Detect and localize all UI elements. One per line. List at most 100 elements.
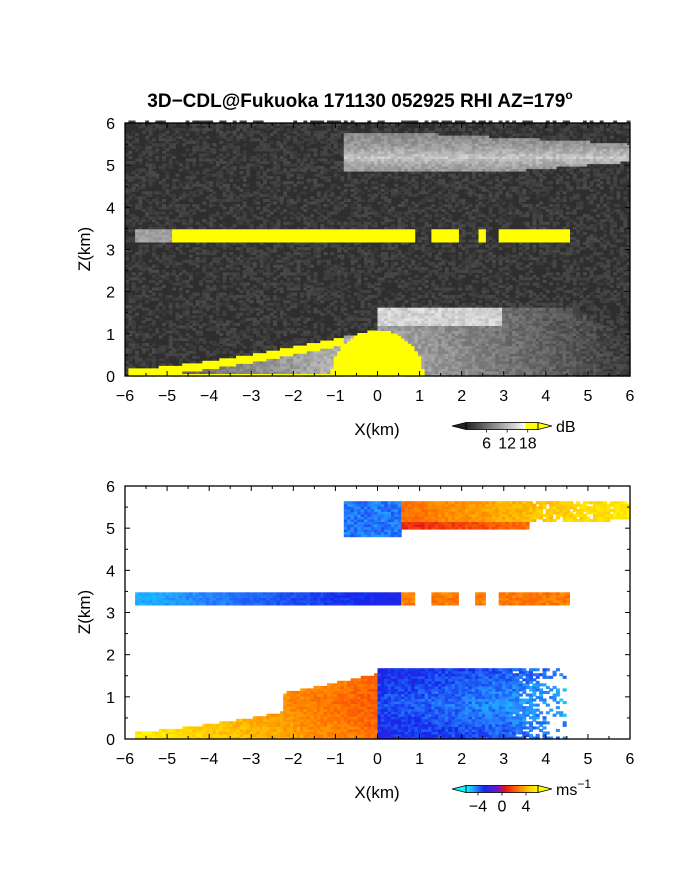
noise-cell <box>428 188 432 192</box>
noise-cell <box>367 244 372 248</box>
noise-cell <box>397 267 402 271</box>
noise-cell <box>151 363 156 367</box>
noise-cell <box>357 214 362 218</box>
noise-cell <box>424 206 429 210</box>
noise-cell <box>448 272 453 276</box>
noise-cell <box>343 312 348 316</box>
noise-cell <box>229 252 234 256</box>
noise-cell <box>162 333 166 337</box>
noise-cell <box>148 140 153 144</box>
noise-cell <box>209 290 214 294</box>
noise-cell <box>219 224 224 228</box>
noise-cell <box>306 305 311 309</box>
noise-cell <box>353 269 358 273</box>
noise-cell <box>242 257 247 261</box>
noise-cell <box>242 300 247 304</box>
noise-cell <box>182 259 187 263</box>
noise-cell <box>397 297 402 301</box>
noise-cell <box>296 211 301 215</box>
noise-cell <box>215 257 220 261</box>
noise-cell <box>212 269 217 273</box>
noise-cell <box>131 178 136 182</box>
noise-cell <box>327 204 331 208</box>
noise-cell <box>273 315 277 319</box>
noise-cell <box>148 259 153 263</box>
noise-cell <box>367 264 372 268</box>
noise-cell <box>165 191 170 195</box>
noise-cell <box>151 274 156 278</box>
noise-cell <box>128 196 133 200</box>
noise-cell <box>239 125 244 129</box>
noise-cell <box>182 252 187 256</box>
noise-cell <box>246 249 251 253</box>
noise-cell <box>367 188 372 192</box>
noise-cell <box>165 254 170 258</box>
noise-cell <box>414 292 419 296</box>
noise-cell <box>404 300 409 304</box>
noise-cell <box>384 186 389 190</box>
noise-cell <box>195 133 200 137</box>
noise-cell <box>468 239 473 243</box>
noise-cell <box>205 292 210 296</box>
noise-cell <box>374 247 378 251</box>
noise-cell <box>246 305 251 309</box>
noise-cell <box>172 186 176 190</box>
noise-cell <box>175 302 180 306</box>
noise-cell <box>226 300 230 304</box>
noise-cell <box>151 348 156 352</box>
noise-cell <box>168 310 173 314</box>
noise-cell <box>327 335 331 339</box>
noise-cell <box>276 158 281 162</box>
noise-cell <box>175 130 180 134</box>
noise-cell <box>178 163 183 167</box>
noise-cell <box>175 325 180 329</box>
noise-cell <box>471 188 476 192</box>
noise-cell <box>212 327 217 331</box>
noise-cell <box>168 138 173 142</box>
noise-cell <box>202 322 207 326</box>
noise-cell <box>185 305 190 309</box>
noise-cell <box>296 322 301 326</box>
noise-cell <box>209 264 214 268</box>
noise-cell <box>165 176 170 180</box>
noise-cell <box>138 358 143 362</box>
noise-cell <box>212 325 217 329</box>
noise-cell <box>189 259 193 263</box>
noise-cell <box>266 302 271 306</box>
noise-cell <box>125 305 129 309</box>
noise-cell <box>438 257 442 261</box>
noise-cell <box>219 173 224 177</box>
noise-cell <box>128 236 133 240</box>
noise-cell <box>219 140 224 144</box>
noise-cell <box>131 282 136 286</box>
noise-cell <box>465 221 469 225</box>
noise-cell <box>202 277 207 281</box>
noise-cell <box>192 320 197 324</box>
noise-cell <box>205 274 210 278</box>
noise-cell <box>165 310 170 314</box>
noise-cell <box>310 264 315 268</box>
noise-cell <box>249 292 254 296</box>
noise-cell <box>168 353 173 357</box>
noise-cell <box>195 262 200 266</box>
noise-cell <box>178 292 183 296</box>
noise-cell <box>242 216 247 220</box>
noise-cell <box>138 259 143 263</box>
noise-cell <box>239 333 244 337</box>
noise-cell <box>215 135 220 139</box>
noise-cell <box>229 262 234 266</box>
noise-cell <box>377 211 382 215</box>
noise-cell <box>135 188 139 192</box>
noise-cell <box>407 264 412 268</box>
noise-cell <box>175 305 180 309</box>
noise-cell <box>458 173 463 177</box>
noise-cell <box>145 120 150 124</box>
noise-cell <box>185 302 190 306</box>
noise-cell <box>246 295 251 299</box>
noise-cell <box>172 201 176 205</box>
noise-cell <box>199 209 203 213</box>
noise-cell <box>384 196 389 200</box>
noise-cell <box>162 312 166 316</box>
noise-cell <box>165 171 170 175</box>
noise-cell <box>155 173 160 177</box>
